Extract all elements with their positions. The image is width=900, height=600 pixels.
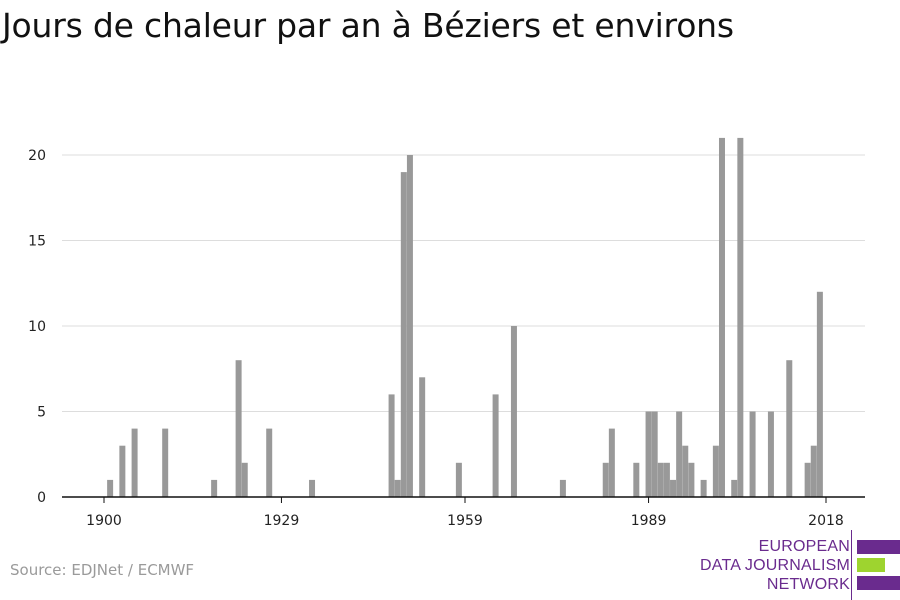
- bar-1901: [107, 479, 114, 497]
- logo-divider: [851, 530, 852, 600]
- y-tick-label: 5: [37, 405, 46, 421]
- bar-1967: [510, 326, 517, 497]
- bar-1983: [608, 428, 615, 497]
- y-tick-label: 10: [28, 319, 46, 335]
- bar-1987: [633, 462, 640, 497]
- bar-1992: [663, 462, 670, 497]
- bar-2004: [737, 137, 744, 497]
- source-note: Source: EDJNet / ECMWF: [10, 561, 195, 579]
- x-tick-label: 1959: [447, 513, 483, 529]
- bar-1918: [211, 479, 218, 497]
- logo-bar-purple-top: [857, 540, 900, 554]
- bar-1934: [309, 479, 316, 497]
- y-axis-tick-labels: 0 5 10 15 20: [28, 148, 46, 506]
- y-tick-label: 20: [28, 148, 46, 164]
- bar-1993: [670, 479, 677, 497]
- bar-1975: [559, 479, 566, 497]
- bar-1982: [602, 462, 609, 497]
- bar-1994: [676, 411, 683, 497]
- logo-text-data-journalism: DATA JOURNALISM: [700, 557, 850, 574]
- x-axis: 1900 1929 1959 1989 2018: [62, 496, 865, 529]
- bar-2006: [749, 411, 756, 497]
- bar-1947: [388, 394, 395, 497]
- logo-bar-green: [857, 558, 885, 572]
- bar-2015: [804, 462, 811, 497]
- x-tick-label: 1900: [86, 513, 122, 529]
- bar-1952: [419, 377, 426, 497]
- bar-1991: [657, 462, 664, 497]
- logo-text-european: EUROPEAN: [758, 538, 850, 555]
- bar-2009: [767, 411, 774, 497]
- logo-text-network: NETWORK: [766, 576, 850, 593]
- logo-bar-purple-bottom: [857, 576, 900, 590]
- bar-2016: [810, 445, 817, 497]
- bar-1948: [394, 479, 401, 497]
- bar-1989: [645, 411, 652, 497]
- bar-1923: [241, 462, 248, 497]
- edjnet-logo: EUROPEAN DATA JOURNALISM NETWORK: [700, 530, 900, 600]
- bar-1990: [651, 411, 658, 497]
- bar-1950: [406, 155, 413, 497]
- x-tick-label: 1989: [631, 513, 667, 529]
- bars: [107, 137, 823, 497]
- bar-1949: [400, 172, 407, 497]
- bar-1996: [688, 462, 695, 497]
- bar-1905: [131, 428, 138, 497]
- x-tick-label: 1929: [264, 513, 300, 529]
- bar-1964: [492, 394, 499, 497]
- bar-1903: [119, 445, 126, 497]
- bar-2012: [786, 360, 793, 497]
- y-tick-label: 0: [37, 490, 46, 506]
- bar-2001: [718, 137, 725, 497]
- bar-1958: [455, 462, 462, 497]
- y-tick-label: 15: [28, 234, 46, 250]
- bar-2003: [731, 479, 738, 497]
- bar-1910: [162, 428, 169, 497]
- bar-1995: [682, 445, 689, 497]
- bar-2000: [712, 445, 719, 497]
- chart-title: Jours de chaleur par an à Béziers et env…: [2, 6, 734, 45]
- bar-1922: [235, 360, 242, 497]
- gridlines: [62, 154, 865, 412]
- bar-1927: [266, 428, 273, 497]
- bar-2017: [816, 291, 823, 497]
- bar-1998: [700, 479, 707, 497]
- x-tick-label: 2018: [808, 513, 844, 529]
